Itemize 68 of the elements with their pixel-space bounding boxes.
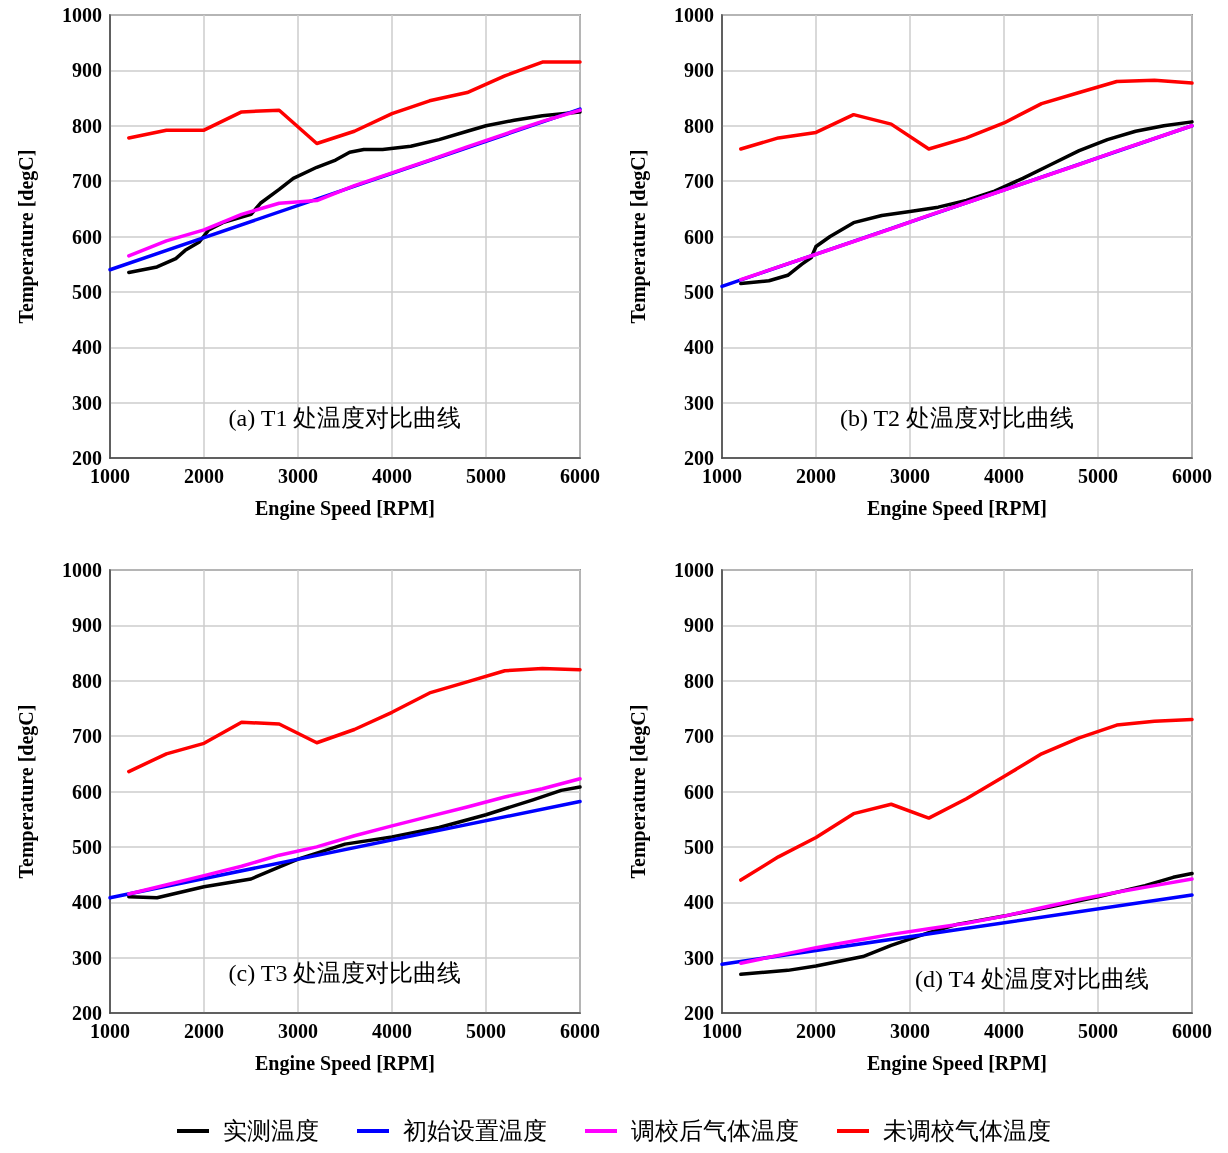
y-tick-label: 600 bbox=[684, 225, 714, 248]
y-tick-label: 600 bbox=[72, 780, 102, 803]
x-axis-title: Engine Speed [RPM] bbox=[867, 1052, 1047, 1075]
y-tick-label: 400 bbox=[72, 891, 102, 914]
y-tick-label: 900 bbox=[72, 614, 102, 637]
legend-label: 实测温度 bbox=[223, 1117, 319, 1146]
y-tick-label: 300 bbox=[684, 391, 714, 414]
y-axis-title: Temperature [degC] bbox=[15, 149, 38, 324]
legend-label: 未调校气体温度 bbox=[883, 1117, 1051, 1146]
y-tick-label: 1000 bbox=[62, 559, 102, 581]
y-tick-label: 400 bbox=[684, 891, 714, 914]
y-tick-label: 900 bbox=[72, 59, 102, 82]
y-tick-label: 700 bbox=[72, 725, 102, 748]
y-tick-label: 600 bbox=[684, 780, 714, 803]
y-tick-label: 500 bbox=[684, 280, 714, 303]
y-tick-label: 300 bbox=[72, 391, 102, 414]
y-axis-title: Temperature [degC] bbox=[627, 149, 650, 324]
y-tick-label: 700 bbox=[72, 170, 102, 193]
y-tick-label: 500 bbox=[72, 835, 102, 858]
x-tick-label: 2000 bbox=[796, 1020, 836, 1042]
y-tick-label: 300 bbox=[684, 946, 714, 969]
text: (a) T1 处温度对比曲线 bbox=[227, 404, 463, 433]
text: (d) T4 处温度对比曲线 bbox=[913, 965, 1151, 994]
x-tick-label: 4000 bbox=[984, 1020, 1024, 1042]
y-tick-label: 700 bbox=[684, 170, 714, 193]
x-tick-label: 6000 bbox=[560, 465, 600, 487]
x-tick-label: 2000 bbox=[184, 1020, 224, 1042]
y-tick-label: 500 bbox=[684, 835, 714, 858]
x-tick-label: 3000 bbox=[890, 1020, 930, 1042]
y-tick-label: 800 bbox=[684, 669, 714, 692]
y-tick-label: 400 bbox=[684, 336, 714, 359]
x-tick-label: 2000 bbox=[184, 465, 224, 487]
y-tick-label: 700 bbox=[684, 725, 714, 748]
x-axis-title: Engine Speed [RPM] bbox=[255, 1052, 435, 1075]
x-tick-label: 6000 bbox=[1172, 1020, 1212, 1042]
x-tick-label: 5000 bbox=[1078, 465, 1118, 487]
text: (c) T3 处温度对比曲线 bbox=[227, 959, 463, 988]
y-tick-label: 900 bbox=[684, 614, 714, 637]
x-tick-label: 5000 bbox=[1078, 1020, 1118, 1042]
y-tick-label: 600 bbox=[72, 225, 102, 248]
y-tick-label: 1000 bbox=[674, 4, 714, 26]
y-tick-label: 400 bbox=[72, 336, 102, 359]
y-tick-label: 900 bbox=[684, 59, 714, 82]
x-tick-label: 5000 bbox=[466, 1020, 506, 1042]
y-axis-title: Temperature [degC] bbox=[15, 704, 38, 879]
y-tick-label: 800 bbox=[72, 669, 102, 692]
x-axis-title: Engine Speed [RPM] bbox=[255, 497, 435, 520]
y-tick-label: 500 bbox=[72, 280, 102, 303]
y-tick-label: 1000 bbox=[674, 559, 714, 581]
y-axis-title: Temperature [degC] bbox=[627, 704, 650, 879]
x-tick-label: 3000 bbox=[890, 465, 930, 487]
x-tick-label: 5000 bbox=[466, 465, 506, 487]
x-tick-label: 6000 bbox=[560, 1020, 600, 1042]
x-tick-label: 6000 bbox=[1172, 465, 1212, 487]
legend-label: 初始设置温度 bbox=[403, 1117, 547, 1146]
x-tick-label: 4000 bbox=[372, 1020, 412, 1042]
x-tick-label: 3000 bbox=[278, 465, 318, 487]
y-tick-label: 1000 bbox=[62, 4, 102, 26]
x-axis-title: Engine Speed [RPM] bbox=[867, 497, 1047, 520]
text: (b) T2 处温度对比曲线 bbox=[838, 404, 1076, 433]
x-tick-label: 4000 bbox=[984, 465, 1024, 487]
x-tick-label: 4000 bbox=[372, 465, 412, 487]
x-tick-label: 3000 bbox=[278, 1020, 318, 1042]
y-tick-label: 300 bbox=[72, 946, 102, 969]
y-tick-label: 800 bbox=[684, 114, 714, 137]
legend-label: 调校后气体温度 bbox=[631, 1117, 799, 1146]
x-tick-label: 2000 bbox=[796, 465, 836, 487]
y-tick-label: 800 bbox=[72, 114, 102, 137]
